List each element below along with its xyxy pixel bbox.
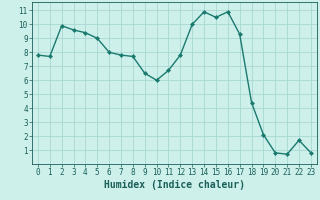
X-axis label: Humidex (Indice chaleur): Humidex (Indice chaleur)	[104, 180, 245, 190]
